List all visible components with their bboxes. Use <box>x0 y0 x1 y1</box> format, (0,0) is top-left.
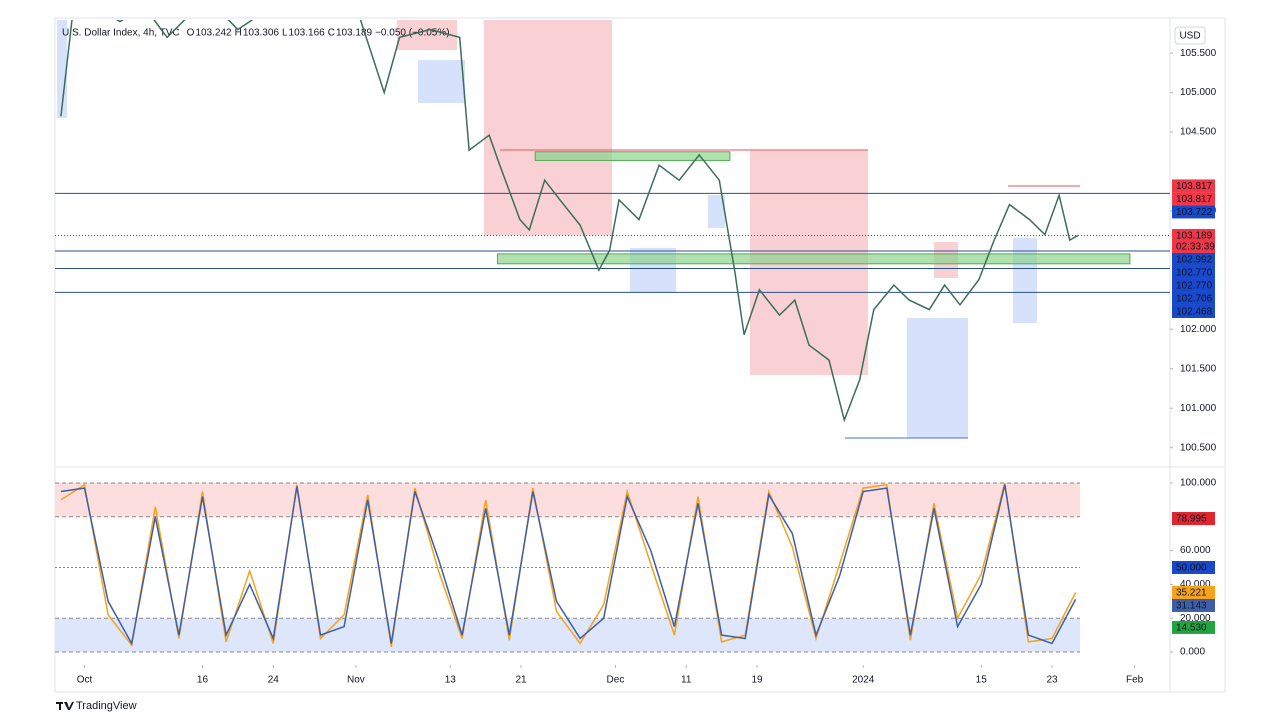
series-line <box>60 484 1077 646</box>
x-tick-label: 19 <box>751 675 763 686</box>
axis-label-bg <box>1172 205 1215 219</box>
axis-label-bg <box>1172 228 1215 253</box>
axis-label: 102.468 <box>1176 307 1213 318</box>
frame <box>54 17 1226 693</box>
y-tick-label: 100.000 <box>1180 478 1217 489</box>
axis-label: 102.770 <box>1176 268 1213 279</box>
axis-label: 50.000 <box>1176 563 1207 574</box>
y-tick-label: 40.000 <box>1180 579 1211 590</box>
blue-box <box>57 20 67 118</box>
axis-label-bg <box>1172 265 1215 279</box>
y-tick-label: 104.500 <box>1180 127 1217 138</box>
y-tick-label: 100.500 <box>1180 442 1217 453</box>
axis-label: 102.992 <box>1176 255 1213 266</box>
oscillator-pane <box>55 482 1080 653</box>
ohlc-key: H <box>235 28 242 39</box>
symbol: U.S. Dollar Index, 4h, TVC <box>62 28 180 39</box>
axis-label: 35.221 <box>1176 588 1207 599</box>
axis-label-bg <box>1172 561 1215 574</box>
currency: USD <box>1179 31 1200 42</box>
blue-box <box>907 318 968 438</box>
zone <box>496 253 1131 265</box>
zone <box>534 151 731 161</box>
red-box <box>484 20 612 235</box>
axis-label: 103.189 <box>1176 231 1213 242</box>
x-tick-label: 23 <box>1046 675 1058 686</box>
axis-label: 103.817 <box>1176 194 1213 205</box>
price-pane <box>55 20 1170 423</box>
x-tick-label: 2024 <box>852 675 875 686</box>
ohlc-key: C <box>328 28 335 39</box>
axis-label-bg <box>1172 192 1215 206</box>
tv-logo: TradingView <box>56 700 137 712</box>
ohlc-key: L <box>282 28 288 39</box>
x-tick-label: 16 <box>197 675 209 686</box>
y-tick-label: 105.000 <box>1180 87 1217 98</box>
axis-label: 102.770 <box>1176 281 1213 292</box>
axis-label-bg <box>1172 179 1215 193</box>
ohlc-value: 103.306 <box>243 28 280 39</box>
axis-label-bg <box>1172 598 1215 612</box>
zone-band <box>55 618 1080 652</box>
x-tick-label: 13 <box>445 675 457 686</box>
y-tick-label: 101.000 <box>1180 403 1217 414</box>
x-tick-label: Feb <box>1126 675 1144 686</box>
y-tick-label: 102.000 <box>1180 324 1217 335</box>
x-tick-label: 21 <box>515 675 527 686</box>
blue-box <box>1013 238 1037 323</box>
ohlc-key: O <box>187 28 195 39</box>
shaded-boxes <box>57 20 1080 439</box>
y-tick-label: 0.000 <box>1180 647 1205 658</box>
axis-label: 102.706 <box>1176 294 1213 305</box>
countdown: 02:33:39 <box>1176 242 1215 253</box>
legend-header: U.S. Dollar Index, 4h, TVC O 103.242 H 103.3… <box>62 28 450 39</box>
axis-label-bg <box>1172 278 1215 292</box>
zone-band <box>55 483 1080 517</box>
y-tick-label: 105.500 <box>1180 48 1217 59</box>
axis-label-bg <box>1172 512 1215 526</box>
axis-label: 103.817 <box>1176 181 1213 192</box>
y-tick-label: 20.000 <box>1180 613 1211 624</box>
x-tick-label: Dec <box>607 675 625 686</box>
y-tick-label: 101.500 <box>1180 363 1217 374</box>
axis-label-bg <box>1172 252 1215 266</box>
ohlc-value: 103.166 <box>289 28 326 39</box>
currency-box[interactable] <box>1174 26 1206 45</box>
x-tick-label: 11 <box>681 675 692 686</box>
brand: TradingView <box>76 700 137 712</box>
ohlc-value: 103.189 <box>336 28 373 39</box>
x-tick-label: Nov <box>347 675 365 686</box>
change: −0.050 (−0.05%) <box>375 28 450 39</box>
axis-label-bg <box>1172 304 1215 318</box>
x-tick-label: 15 <box>976 675 988 686</box>
axis-label-bg <box>1172 291 1215 305</box>
x-tick-label: Oct <box>77 675 93 686</box>
series-line <box>60 20 1079 423</box>
axis-label: 31.143 <box>1176 601 1207 612</box>
axis-label: 103.722 <box>1176 207 1213 218</box>
axis-label-bg <box>1172 585 1215 599</box>
ohlc-value: 103.242 <box>195 28 232 39</box>
blue-box <box>708 195 725 228</box>
blue-box <box>418 60 465 103</box>
axis-label: 78.995 <box>1176 514 1207 525</box>
y-tick-label: 60.000 <box>1180 545 1211 556</box>
axis-label-bg <box>1172 620 1215 634</box>
axis-label: 14.530 <box>1176 623 1207 634</box>
x-tick-label: 24 <box>268 675 280 686</box>
